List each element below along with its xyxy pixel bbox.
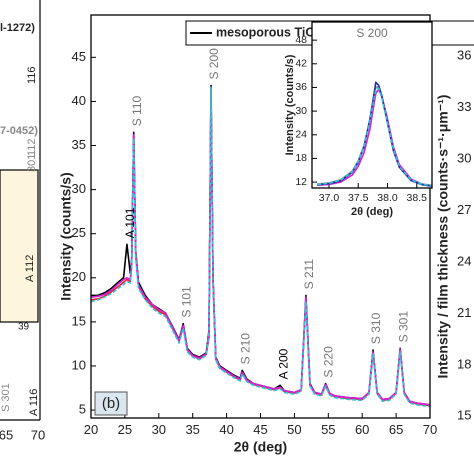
x-tick-label: 20 bbox=[84, 422, 98, 437]
y-tick-label: 45 bbox=[72, 49, 86, 64]
peak-label: A 101 bbox=[123, 207, 137, 238]
y-tick-label: 48 bbox=[295, 34, 307, 46]
panel-label: (b) bbox=[102, 395, 120, 412]
chart-1: 37.0 37.5 38.0 38.5 12 18 24 30 36 42 48 2θ (deg) In… bbox=[284, 21, 433, 218]
x-tick-label: 70 bbox=[423, 422, 437, 437]
peak-label: S 211 bbox=[302, 259, 316, 290]
fragment-text: 65 bbox=[0, 427, 13, 442]
series-group bbox=[317, 81, 432, 187]
fragment-text: 116 bbox=[26, 66, 38, 84]
y2-tick-label: 18 bbox=[457, 356, 471, 371]
y-tick-label: 10 bbox=[72, 357, 86, 372]
panel-a-inset bbox=[0, 169, 39, 323]
y2-tick-label: 21 bbox=[457, 305, 471, 320]
x-tick-label: 37.0 bbox=[319, 192, 340, 204]
y-tick-label: 18 bbox=[295, 152, 307, 164]
x-tick-label: 38.0 bbox=[377, 192, 398, 204]
peak-label: S 200 bbox=[207, 48, 221, 80]
fragment-text: 7-0452) bbox=[0, 125, 38, 137]
fragment-text: 301 bbox=[26, 154, 38, 172]
y-tick-label: 15 bbox=[72, 313, 86, 328]
x-tick-label: 45 bbox=[253, 422, 267, 437]
y-tick-label: 42 bbox=[295, 58, 307, 70]
x-tick-label: 55 bbox=[321, 422, 335, 437]
peak-label: S 110 bbox=[130, 95, 144, 126]
plot-frame bbox=[311, 21, 433, 189]
y-axis-label: Intensity (counts/s) bbox=[58, 172, 74, 300]
y-tick-label: 30 bbox=[72, 181, 86, 196]
y-tick-label: 20 bbox=[72, 269, 86, 284]
y-tick-label: 36 bbox=[295, 81, 307, 93]
y-tick-label: 40 bbox=[72, 93, 86, 108]
legend-label: mesoporous TiO₂ bbox=[216, 25, 321, 39]
panel-a-fragment: l-1272) 116 7-0452) 112 301 A 112 39 S 3… bbox=[0, 0, 45, 442]
y-tick-label: 25 bbox=[72, 225, 86, 240]
x-tick-label: 50 bbox=[287, 422, 301, 437]
y2-axis-label: Intensity / film thickness (counts·s⁻¹·μ… bbox=[435, 95, 451, 379]
series-line bbox=[91, 86, 430, 408]
inset-title: S 200 bbox=[356, 26, 388, 40]
y2-tick-label: 15 bbox=[457, 408, 471, 423]
y2-tick-label: 30 bbox=[457, 150, 471, 165]
series-group bbox=[91, 84, 430, 408]
y2-tick-label: 24 bbox=[457, 253, 471, 268]
fragment-text: 112 bbox=[26, 138, 38, 156]
y2-tick-label: 36 bbox=[457, 48, 471, 63]
peak-label: A 200 bbox=[276, 348, 290, 379]
x-tick-label: 65 bbox=[389, 422, 403, 437]
peak-label: S 301 bbox=[396, 311, 410, 343]
x-tick-label: 25 bbox=[118, 422, 132, 437]
x-tick-label: 30 bbox=[152, 422, 166, 437]
fragment-text: A 112 bbox=[24, 255, 36, 282]
y-tick-label: 24 bbox=[295, 129, 307, 141]
series-line bbox=[317, 87, 432, 187]
peak-label: S 210 bbox=[238, 333, 252, 365]
fragment-text: l-1272) bbox=[0, 22, 35, 34]
fragment-text: A 116 bbox=[28, 389, 40, 416]
x-tick-label: 37.5 bbox=[348, 192, 369, 204]
y-tick-label: 30 bbox=[295, 105, 307, 117]
fragment-text: 39 bbox=[18, 322, 30, 333]
y-tick-label: 35 bbox=[72, 137, 86, 152]
y-tick-label: 12 bbox=[295, 176, 307, 188]
x-axis-label: 2θ (deg) bbox=[234, 439, 287, 455]
panel-label-box bbox=[94, 391, 128, 416]
y-tick-label: 5 bbox=[79, 402, 86, 417]
x-tick-label: 38.5 bbox=[407, 192, 428, 204]
peak-label: S 220 bbox=[322, 346, 336, 378]
plot-frame bbox=[90, 14, 431, 419]
fragment-text: 70 bbox=[31, 427, 45, 442]
peak-label: S 101 bbox=[179, 286, 193, 318]
x-tick-label: 60 bbox=[355, 422, 369, 437]
x-tick-label: 35 bbox=[185, 422, 199, 437]
fragment-text: S 301 bbox=[0, 383, 12, 412]
peak-label: S 310 bbox=[369, 312, 383, 344]
x-tick-label: 40 bbox=[219, 422, 233, 437]
x-axis-label: 2θ (deg) bbox=[351, 206, 393, 218]
y2-tick-label: 27 bbox=[457, 202, 471, 217]
y2-tick-label: 33 bbox=[457, 99, 471, 114]
y-axis-label: Intensity (counts/s) bbox=[284, 54, 296, 155]
